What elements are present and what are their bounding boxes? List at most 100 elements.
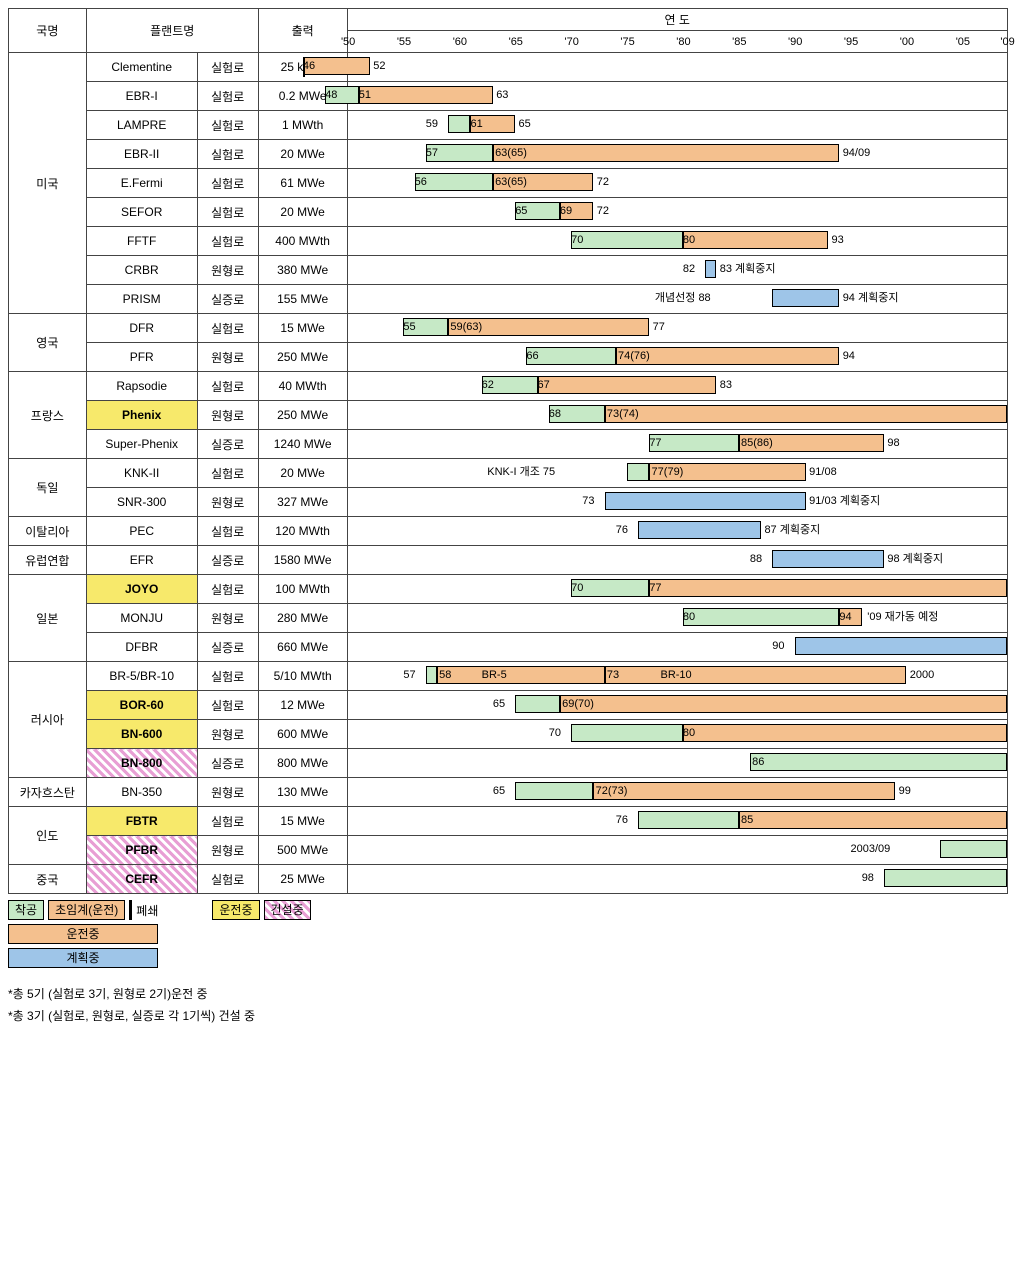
plant-name: SEFOR: [86, 198, 197, 227]
bar-label: 67: [538, 378, 550, 392]
plant-power: 660 MWe: [258, 633, 347, 662]
timeline-bar: [571, 724, 683, 742]
timeline-bar: [795, 637, 1007, 655]
bar-label: 2000: [910, 666, 934, 684]
plant-row: DFBR실증로660 MWe90: [9, 633, 1008, 662]
plant-power: 327 MWe: [258, 488, 347, 517]
plant-row: 독일KNK-II실험로20 MWeKNK-I 개조 7577(79)91/08: [9, 459, 1008, 488]
timeline-cell: 6572(73)99: [347, 778, 1007, 807]
plant-row: 일본JOYO실험로100 MWth7077: [9, 575, 1008, 604]
plant-power: 155 MWe: [258, 285, 347, 314]
plant-power: 61 MWe: [258, 169, 347, 198]
timeline-bar: [683, 231, 828, 249]
plant-type: 실험로: [197, 807, 258, 836]
timeline-bar: [940, 840, 1007, 858]
plant-name: CEFR: [86, 865, 197, 894]
plant-name: EBR-I: [86, 82, 197, 111]
plant-row: Super-Phenix실증로1240 MWe7785(86)98: [9, 430, 1008, 459]
bar-label: 65: [515, 204, 527, 218]
plant-row: E.Fermi실험로61 MWe5663(65)72: [9, 169, 1008, 198]
bar-label: 46: [303, 59, 315, 73]
bar-label: 2003/09: [851, 840, 891, 858]
bar-label: 57: [403, 666, 415, 684]
footnote-line: *총 5기 (실험로 3기, 원형로 2기)운전 중: [8, 984, 1009, 1006]
plant-name: FFTF: [86, 227, 197, 256]
country-name: 유럽연합: [9, 546, 87, 575]
plant-name: Rapsodie: [86, 372, 197, 401]
plant-name: LAMPRE: [86, 111, 197, 140]
bar-label: 63(65): [495, 175, 527, 189]
bar-label: 70: [571, 233, 583, 247]
plant-power: 600 MWe: [258, 720, 347, 749]
plant-name: BN-350: [86, 778, 197, 807]
timeline-bar: [683, 724, 1007, 742]
bar-label: 68: [549, 407, 561, 421]
bar-label: 72: [597, 202, 609, 220]
plant-type: 실험로: [197, 140, 258, 169]
bar-label: 93: [832, 231, 844, 249]
plant-name: PRISM: [86, 285, 197, 314]
country-name: 영국: [9, 314, 87, 372]
timeline-cell: 485163: [347, 82, 1007, 111]
bar-label: 56: [415, 175, 427, 189]
bar-label: 66: [526, 349, 538, 363]
bar-label: 83: [720, 376, 732, 394]
plant-power: 5/10 MWth: [258, 662, 347, 691]
plant-type: 실험로: [197, 691, 258, 720]
timeline-cell: 8898 계획중지: [347, 546, 1007, 575]
bar-label: 94 계획중지: [843, 289, 899, 307]
timeline-cell: 5758BR-573BR-102000: [347, 662, 1007, 691]
plant-type: 실험로: [197, 111, 258, 140]
timeline-bar: [705, 260, 716, 278]
timeline-cell: 4652: [347, 53, 1007, 82]
plant-power: 1240 MWe: [258, 430, 347, 459]
timeline-bar: [772, 289, 839, 307]
bar-label: 85: [741, 813, 753, 827]
bar-label: 62: [482, 378, 494, 392]
plant-type: 실증로: [197, 546, 258, 575]
plant-type: 실증로: [197, 633, 258, 662]
timeline-cell: 7080: [347, 720, 1007, 749]
bar-label: 85(86): [741, 436, 773, 450]
country-name: 이탈리아: [9, 517, 87, 546]
plant-power: 380 MWe: [258, 256, 347, 285]
bar-label: 51: [359, 88, 371, 102]
plant-power: 400 MWth: [258, 227, 347, 256]
plant-type: 실험로: [197, 82, 258, 111]
timeline-cell: 6569(70): [347, 691, 1007, 720]
plant-power: 250 MWe: [258, 343, 347, 372]
timeline-bar: [560, 695, 1007, 713]
legend: 착공초임계(운전)폐쇄운전중건설중운전중계획중: [8, 898, 1009, 970]
plant-power: 40 MWth: [258, 372, 347, 401]
plant-power: 120 MWth: [258, 517, 347, 546]
plant-row: EBR-II실험로20 MWe5763(65)94/09: [9, 140, 1008, 169]
plant-row: FFTF실험로400 MWth708093: [9, 227, 1008, 256]
hdr-country: 국명: [9, 9, 87, 53]
hdr-power: 출력: [258, 9, 347, 53]
legend-item: 건설중: [264, 900, 311, 920]
timeline-bar: [538, 376, 717, 394]
timeline-bar: [493, 144, 840, 162]
timeline-bar: [526, 347, 615, 365]
hdr-plant: 플랜트명: [86, 9, 258, 53]
plant-name: PEC: [86, 517, 197, 546]
plant-row: SNR-300원형로327 MWe7391/03 계획중지: [9, 488, 1008, 517]
plant-power: 20 MWe: [258, 198, 347, 227]
plant-row: 프랑스Rapsodie실험로40 MWth626783: [9, 372, 1008, 401]
timeline-bar: [359, 86, 493, 104]
bar-label: 99: [899, 782, 911, 800]
plant-name: BN-800: [86, 749, 197, 778]
bar-label: 98: [887, 434, 899, 452]
plant-type: 원형로: [197, 836, 258, 865]
timeline-bar: [884, 869, 1007, 887]
country-name: 독일: [9, 459, 87, 517]
plant-power: 800 MWe: [258, 749, 347, 778]
bar-label: 86: [752, 755, 764, 769]
timeline-bar: [750, 753, 1007, 771]
plant-name: DFBR: [86, 633, 197, 662]
plant-row: CRBR원형로380 MWe8283 계획중지: [9, 256, 1008, 285]
timeline-cell: 8283 계획중지: [347, 256, 1007, 285]
bar-label: 98 계획중지: [887, 550, 943, 568]
plant-name: EFR: [86, 546, 197, 575]
bar-label: 80: [683, 726, 695, 740]
